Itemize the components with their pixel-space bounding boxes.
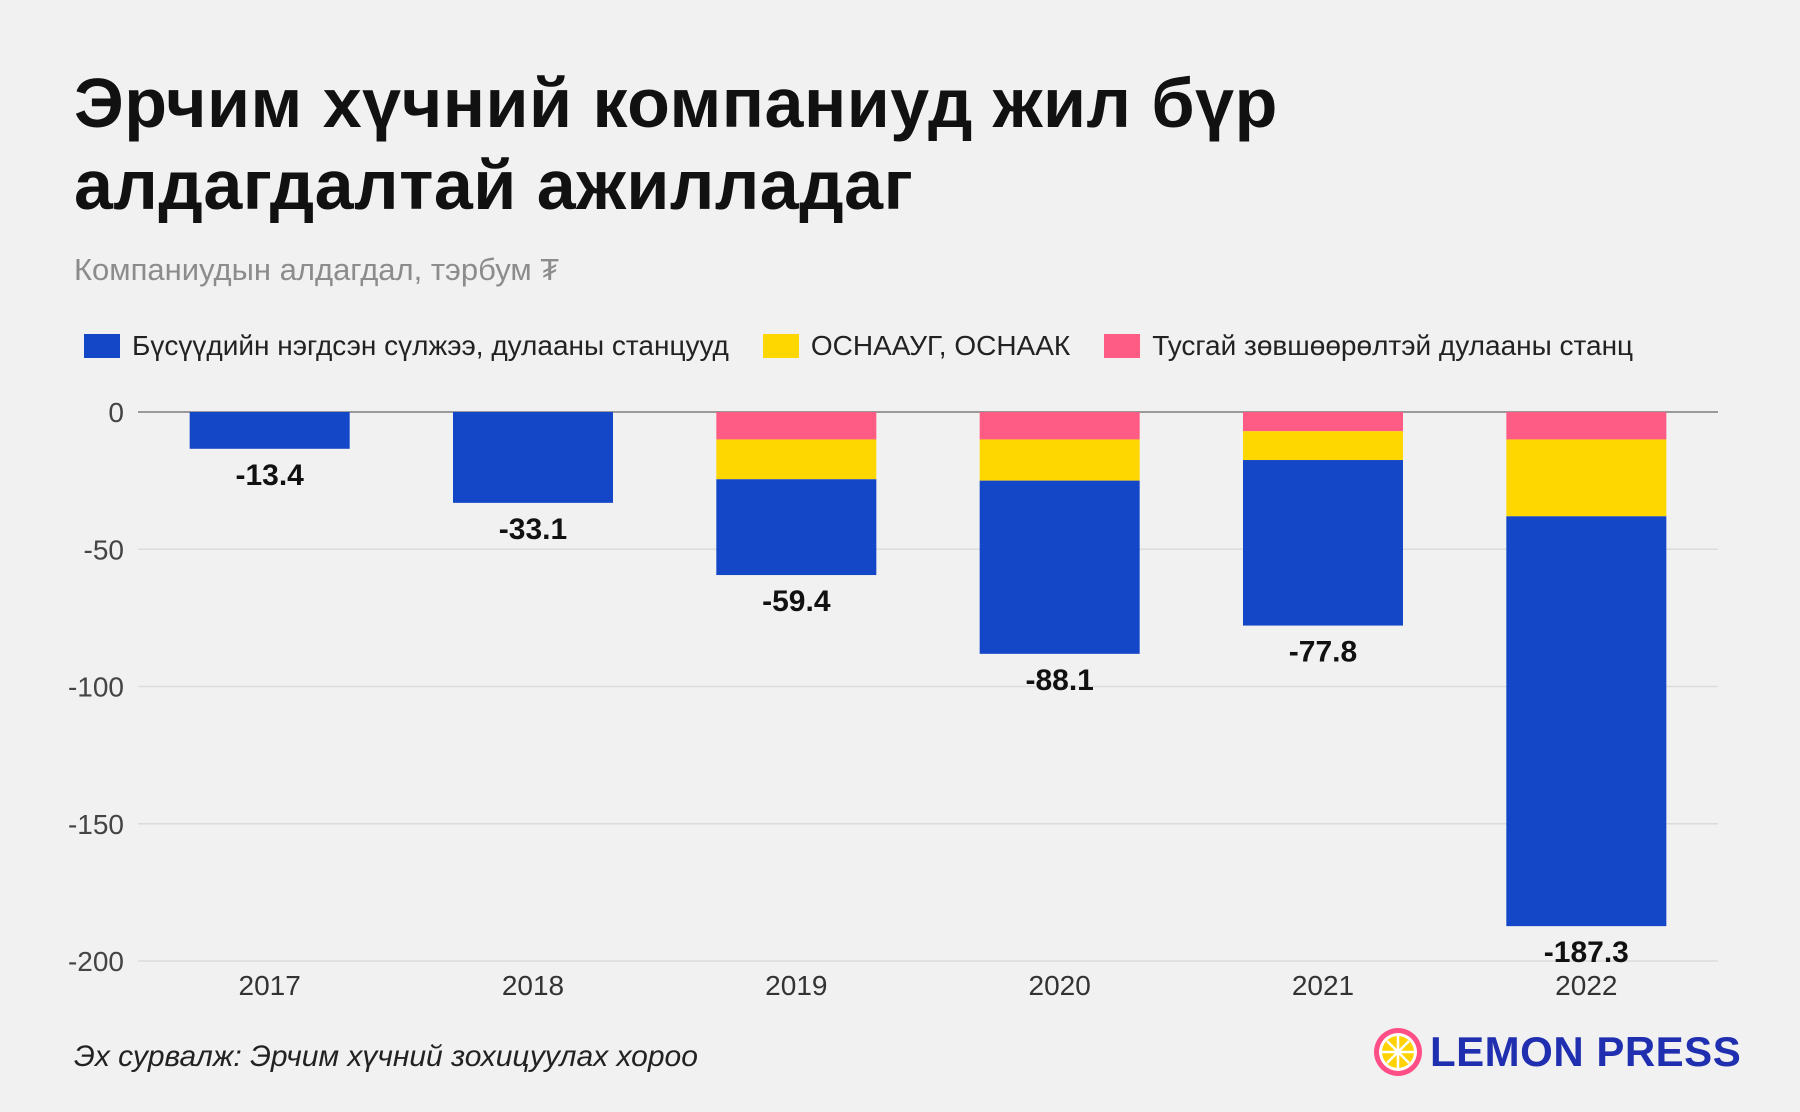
bar-segment: [716, 439, 877, 480]
legend-label-osnaaug: ОСНААУГ, ОСНААК: [810, 330, 1071, 361]
legend-item-osnaaug: ОСНААУГ, ОСНААК: [762, 330, 1071, 362]
bar-segment: [979, 412, 1140, 440]
x-tick-label: 2017: [239, 970, 301, 1001]
bar-total-label: -187.3: [1544, 936, 1629, 969]
stacked-bar-chart: 0 -50 -100 -150 -200 -13.4 2017 -33.1 2018 -59.4 2…: [68, 397, 1718, 1001]
bar-total-label: -13.4: [235, 459, 304, 492]
title-line-2: алдагдалтай ажилладаг: [74, 146, 914, 224]
bar-total-label: -88.1: [1025, 664, 1093, 697]
legend-label-regional-grid: Бүсүүдийн нэгдсэн сүлжээ, дулааны станцу…: [132, 330, 729, 361]
title-line-1: Эрчим хүчний компаниуд жил бүр: [74, 64, 1278, 142]
bar-total-label: -33.1: [499, 513, 567, 546]
bar-segment: [979, 439, 1140, 481]
bar-total-label: -59.4: [762, 585, 831, 618]
bar-segment: [1506, 439, 1667, 517]
bar-segment: [1506, 412, 1667, 440]
y-tick-label: -100: [68, 672, 124, 703]
legend-item-regional-grid: Бүсүүдийн нэгдсэн сүлжээ, дулааны станцу…: [84, 330, 729, 362]
logo-text: LEMON PRESS: [1430, 1028, 1742, 1075]
bar-segment: [1243, 460, 1403, 626]
lemon-icon: [1374, 1028, 1422, 1076]
bar-segment: [716, 412, 877, 440]
source-note: Эх сурвалж: Эрчим хүчний зохицуулах хоро…: [74, 1040, 698, 1073]
bar-segment: [1506, 516, 1667, 927]
chart-subtitle: Компаниудын алдагдал, тэрбум ₮: [74, 252, 560, 287]
legend-label-licensed-heat: Тусгай зөвшөөрөлтэй дулааны станц: [1152, 330, 1634, 361]
bar-segment: [189, 412, 350, 449]
bar-segment: [979, 480, 1140, 654]
y-tick-label: -200: [68, 946, 124, 977]
x-tick-label: 2020: [1029, 970, 1091, 1001]
legend: Бүсүүдийн нэгдсэн сүлжээ, дулааны станцу…: [84, 328, 1667, 364]
legend-item-licensed-heat: Тусгай зөвшөөрөлтэй дулааны станц: [1104, 330, 1633, 362]
bar-total-label: -77.8: [1289, 636, 1357, 669]
bar-segment: [1243, 431, 1403, 461]
bar-segment: [453, 412, 613, 503]
x-tick-label: 2018: [502, 970, 564, 1001]
x-tick-label: 2021: [1292, 970, 1354, 1001]
legend-swatch-regional-grid: [84, 334, 120, 358]
y-tick-label: -50: [84, 534, 124, 565]
chart-title: Эрчим хүчний компаниуд жил бүр алдагдалт…: [74, 62, 1574, 226]
lemon-press-logo: LEMON PRESS: [1372, 1024, 1741, 1080]
bar-segment: [716, 479, 877, 576]
x-tick-label: 2019: [765, 970, 827, 1001]
legend-swatch-osnaaug: [762, 334, 799, 358]
bar-segment: [1243, 412, 1403, 432]
legend-swatch-licensed-heat: [1104, 334, 1141, 358]
y-tick-label: 0: [108, 397, 124, 428]
y-tick-label: -150: [68, 809, 124, 840]
x-tick-label: 2022: [1555, 970, 1617, 1001]
